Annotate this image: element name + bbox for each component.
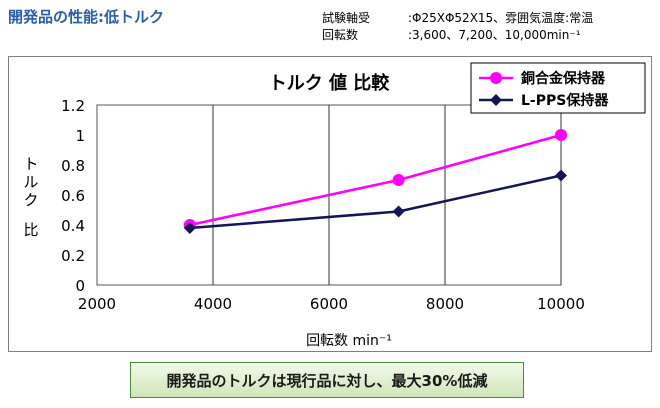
condition-label: 回転数 <box>322 28 359 42</box>
y-tick-label: 0.2 <box>61 247 85 265</box>
summary-text: 開発品のトルクは現行品に対し、最大30%低減 <box>166 371 488 390</box>
legend: 銅合金保持器 L-PPS保持器 <box>470 62 646 114</box>
y-axis-label-char: 比 <box>23 221 38 239</box>
x-tick-label: 6000 <box>310 295 348 313</box>
chart-title: トルク 値 比較 <box>269 72 391 94</box>
x-tick-label: 10000 <box>537 295 585 313</box>
data-point <box>555 129 567 141</box>
condition-value: :Φ25XΦ52X15、雰囲気温度:常温 <box>408 11 594 25</box>
legend-marker <box>490 72 502 84</box>
legend-box <box>470 62 646 114</box>
series-line <box>189 133 562 227</box>
y-axis-label-char: ル <box>23 173 38 191</box>
y-tick-label: 1.2 <box>61 97 85 115</box>
x-tick-label: 2000 <box>78 295 116 313</box>
data-point <box>555 169 567 182</box>
condition-value: :3,600、7,200、10,000min⁻¹ <box>408 28 581 42</box>
data-point <box>392 205 405 218</box>
y-axis-label-char: ク <box>23 191 38 209</box>
data-point <box>392 174 405 186</box>
y-axis-label-char: ト <box>23 155 38 173</box>
y-tick-label: 0.8 <box>61 157 85 175</box>
y-tick-label: 1 <box>75 127 85 145</box>
condition-label: 試験軸受 <box>322 11 371 25</box>
data-point <box>183 222 196 234</box>
legend-marker <box>490 94 502 106</box>
condition-speed: 回転数 :3,600、7,200、10,000min⁻¹ <box>322 27 593 44</box>
y-tick-label: 0.6 <box>61 187 85 205</box>
series-line <box>189 174 562 230</box>
y-tick-label: 0.4 <box>61 217 85 235</box>
x-axis-label: 回転数 min⁻¹ <box>306 333 392 349</box>
summary-banner: 開発品のトルクは現行品に対し、最大30%低減 <box>130 362 524 398</box>
test-conditions: 試験軸受 :Φ25XΦ52X15、雰囲気温度:常温 回転数 :3,600、7,2… <box>322 10 593 44</box>
condition-bearing: 試験軸受 :Φ25XΦ52X15、雰囲気温度:常温 <box>322 10 593 27</box>
y-tick-label: 0 <box>75 277 85 295</box>
x-tick-label: 4000 <box>194 295 232 313</box>
chart-area: トルク 値 比較 トルク比 回転数 min⁻¹ 0 0.2 0.4 0.6 0.8 1 1.… <box>8 56 652 352</box>
x-tick-label: 8000 <box>426 295 464 313</box>
legend-label: L-PPS保持器 <box>521 92 609 109</box>
legend-label: 銅合金保持器 <box>521 70 606 87</box>
page-title: 開発品の性能:低トルク <box>8 8 164 26</box>
